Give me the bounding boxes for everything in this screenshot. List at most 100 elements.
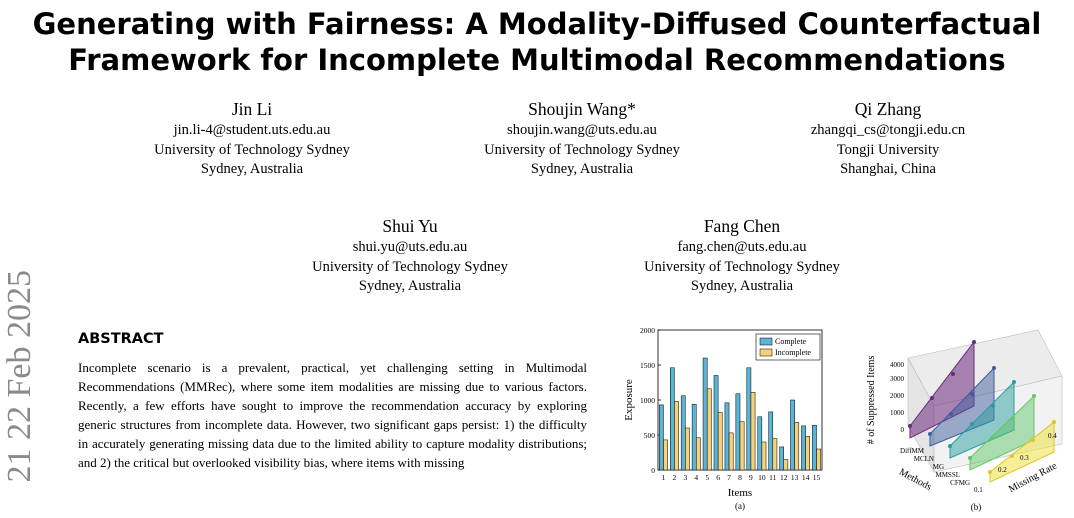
z-ticks: 0 1000 2000 3000 4000 (890, 361, 905, 434)
x-tick-label: 12 (780, 473, 788, 482)
bar-incomplete-10 (761, 441, 767, 471)
method-ticks: DiffMM MCLN MG MMSSL CFMG (900, 447, 970, 487)
y-axis-label: Exposure (623, 379, 635, 421)
methods-axis-label: Methods (897, 467, 933, 493)
y-tick-label: 0 (651, 466, 655, 475)
author-affiliation: University of Technology Sydney (644, 258, 840, 275)
y-tick-label: 500 (644, 431, 656, 440)
arxiv-date: 21 22 Feb 2025 (1, 270, 38, 483)
author-email: zhangqi_cs@tongji.edu.cn (810, 122, 966, 138)
title-line-2: Framework for Incomplete Multimodal Reco… (68, 43, 1006, 77)
legend-swatch-complete (759, 337, 773, 346)
z-tick-label: 3000 (890, 375, 905, 383)
z-tick-label: 4000 (890, 361, 905, 369)
z-tick-label: 2000 (890, 392, 905, 400)
author-location: Sydney, Australia (530, 161, 634, 177)
y-tick-label: 2000 (640, 326, 655, 335)
author-location: Sydney, Australia (358, 278, 462, 294)
bar-incomplete-7 (728, 432, 734, 471)
legend-label-incomplete: Incomplete (775, 348, 811, 357)
bar-incomplete-6 (717, 412, 723, 471)
x-tick-label: 2 (673, 473, 677, 482)
bar-complete-10 (757, 416, 763, 471)
author-affiliation: University of Technology Sydney (154, 141, 350, 158)
figure-caption: (a) (735, 501, 745, 511)
author-name: Fang Chen (703, 216, 781, 236)
bar-incomplete-15 (816, 448, 821, 471)
arxiv-side-stamp: 21 22 Feb 2025 (0, 270, 38, 518)
author-block: Qi Zhang zhangqi_cs@tongji.edu.cn Tongji… (728, 97, 1048, 180)
z-axis-label: # of Suppressed Items (866, 356, 877, 445)
bar-incomplete-12 (783, 459, 789, 471)
rate-tick-label: 0.3 (1020, 454, 1029, 462)
x-tick-label: 4 (694, 473, 698, 482)
legend-swatch-incomplete (759, 348, 773, 357)
x-tick-label: 3 (683, 473, 687, 482)
method-label: MCLN (914, 455, 934, 463)
x-tick-label: 7 (727, 473, 731, 482)
bar-incomplete-9 (750, 392, 756, 471)
bar-complete-9 (746, 367, 752, 471)
author-block: Shui Yu shui.yu@uts.edu.au University of… (250, 214, 570, 297)
y-tick-label: 1500 (640, 361, 655, 370)
x-axis-label: Items (728, 487, 752, 499)
z-tick-label: 0 (901, 426, 905, 434)
author-email: shui.yu@uts.edu.au (352, 239, 468, 255)
abstract-text: Incomplete scenario is a prevalent, prac… (78, 360, 587, 470)
author-location: Shanghai, China (840, 161, 936, 177)
author-name: Shui Yu (382, 216, 438, 236)
method-label: DiffMM (900, 447, 925, 455)
y-tick-label: 1000 (640, 396, 655, 405)
bar-complete-11 (768, 411, 774, 471)
bar-complete-6 (713, 375, 719, 471)
author-affiliation: University of Technology Sydney (312, 258, 508, 275)
bar-incomplete-8 (739, 421, 745, 471)
x-tick-label: 8 (738, 473, 742, 482)
x-tick-label: 6 (716, 473, 720, 482)
rate-tick-label: 0.4 (1048, 432, 1057, 440)
author-name: Qi Zhang (854, 99, 922, 119)
author-location: Sydney, Australia (200, 161, 304, 177)
figure-caption: (b) (971, 502, 982, 512)
bar-incomplete-1 (663, 439, 668, 471)
title-line-1: Generating with Fairness: A Modality-Dif… (32, 7, 1042, 41)
x-tick-label: 11 (769, 473, 776, 482)
x-tick-label: 13 (791, 473, 799, 482)
legend: Complete Incomplete (755, 333, 821, 361)
rate-tick-label: 0.2 (998, 466, 1007, 474)
surfaces (908, 340, 1056, 483)
method-label: MG (933, 463, 944, 471)
bar-incomplete-5 (706, 388, 712, 471)
bar-complete-4 (691, 403, 697, 471)
bar-incomplete-11 (772, 438, 778, 471)
author-name: Shoujin Wang* (528, 99, 636, 119)
x-tick-label: 15 (813, 473, 821, 482)
author-block: Shoujin Wang* shoujin.wang@uts.edu.au Un… (422, 97, 742, 180)
bar-complete-1 (659, 404, 664, 471)
author-email: shoujin.wang@uts.edu.au (507, 122, 657, 138)
paper-title: Generating with Fairness: A Modality-Dif… (0, 6, 1074, 78)
method-label: MMSSL (935, 471, 960, 479)
legend-label-complete: Complete (775, 337, 807, 346)
x-tick-label: 10 (758, 473, 766, 482)
abstract-heading: ABSTRACT (78, 331, 164, 347)
figure-b-3d-area-chart: 0 1000 2000 3000 4000 # of Suppressed It… (866, 329, 1063, 512)
author-email: fang.chen@uts.edu.au (677, 239, 807, 255)
bar-complete-13 (790, 399, 795, 471)
bar-incomplete-2 (674, 401, 679, 471)
x-tick-label: 5 (705, 473, 709, 482)
author-block: Fang Chen fang.chen@uts.edu.au Universit… (582, 214, 902, 297)
bar-incomplete-4 (696, 437, 701, 471)
author-affiliation: Tongji University (836, 141, 940, 158)
x-tick-label: 14 (802, 473, 810, 482)
bar-complete-8 (735, 393, 741, 471)
author-email: jin.li-4@student.uts.edu.au (173, 122, 331, 138)
bar-incomplete-13 (794, 422, 800, 471)
bar-complete-14 (801, 425, 806, 471)
author-name: Jin Li (231, 99, 273, 119)
z-tick-label: 1000 (890, 409, 905, 417)
author-affiliation: University of Technology Sydney (484, 141, 680, 158)
author-location: Sydney, Australia (690, 278, 794, 294)
method-label: CFMG (950, 479, 970, 487)
